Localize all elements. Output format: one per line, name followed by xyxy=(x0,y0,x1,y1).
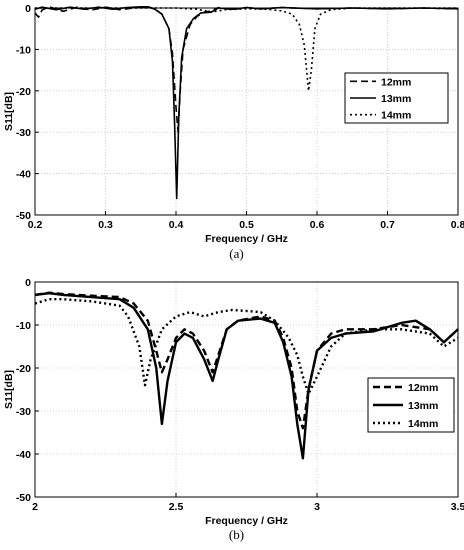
legend-label-13mm: 13mm xyxy=(408,400,438,412)
x-tick-label: 0.4 xyxy=(169,219,184,231)
y-tick-label: -50 xyxy=(16,492,31,504)
panel-caption: (b) xyxy=(229,527,244,542)
x-tick-label: 3.5 xyxy=(451,501,464,513)
legend-label-14mm: 14mm xyxy=(381,110,411,122)
x-tick-label: 0.8 xyxy=(451,219,464,231)
axes-frame xyxy=(34,281,459,498)
y-tick-label: -10 xyxy=(16,44,31,56)
y-tick-label: 0 xyxy=(25,277,31,289)
x-tick-label: 0.6 xyxy=(310,219,325,231)
y-tick-label: -30 xyxy=(16,406,31,418)
legend-label-12mm: 12mm xyxy=(381,76,411,88)
y-tick-label: -10 xyxy=(16,320,31,332)
legend-label-13mm: 13mm xyxy=(381,93,411,105)
x-tick-label: 2 xyxy=(32,501,38,513)
x-tick-label: 0.2 xyxy=(28,219,43,231)
legend: 12mm 13mm 14mm xyxy=(344,72,449,124)
y-axis-label: S11[dB] xyxy=(3,370,15,409)
panel-caption: (a) xyxy=(229,246,243,261)
x-tick-label: 3 xyxy=(314,501,320,513)
x-axis-label: Frequency / GHz xyxy=(205,233,288,245)
x-tick-label: 0.7 xyxy=(380,219,395,231)
y-tick-label: -50 xyxy=(16,210,31,222)
y-tick-label: -40 xyxy=(16,169,31,181)
chart-a: 0.2 0.3 0.4 0.5 0.6 0.7 0.8 -50 -40 -30 -20 -10 0 Fre… xyxy=(3,3,464,261)
chart-b: 2 2.5 3 3.5 -50 -40 -30 -20 -10 0 Frequency / GHz S… xyxy=(3,277,464,542)
legend-box xyxy=(367,377,455,433)
x-axis-label: Frequency / GHz xyxy=(205,515,288,527)
y-tick-label: 0 xyxy=(25,3,31,15)
y-tick-label: -30 xyxy=(16,127,31,139)
x-tick-label: 2.5 xyxy=(169,501,184,513)
x-tick-label: 0.3 xyxy=(98,219,113,231)
x-tick-label: 0.5 xyxy=(239,219,254,231)
legend: 12mm 13mm 14mm xyxy=(367,377,455,433)
series-line-13mm xyxy=(34,291,459,460)
y-tick-label: -20 xyxy=(16,86,31,98)
y-tick-label: -40 xyxy=(16,449,31,461)
legend-label-12mm: 12mm xyxy=(408,382,438,394)
y-axis-label: S11[dB] xyxy=(3,92,15,131)
y-tick-label: -20 xyxy=(16,363,31,375)
series-line-14mm xyxy=(34,298,459,395)
legend-label-14mm: 14mm xyxy=(408,418,438,430)
